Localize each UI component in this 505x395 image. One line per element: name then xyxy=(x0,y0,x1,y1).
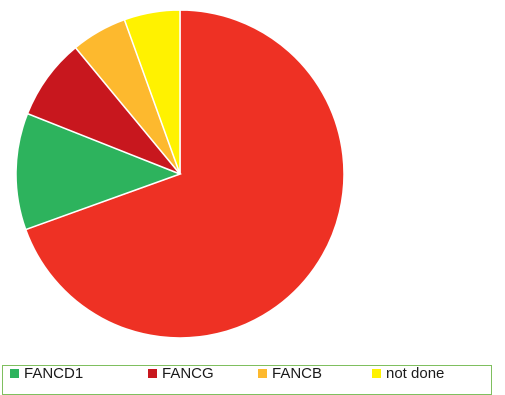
pie-slice-unlabeled-0 xyxy=(24,9,345,339)
legend-item-fancg: FANCG xyxy=(148,366,214,384)
legend-label-fancb: FANCB xyxy=(272,365,323,382)
legend-label-not-done: not done xyxy=(386,365,445,382)
pie-chart xyxy=(15,9,345,339)
legend-label-fancg: FANCG xyxy=(162,365,214,382)
pie-slice-not-done-4 xyxy=(123,9,181,175)
legend-item-fancb: FANCB xyxy=(258,366,322,384)
legend-item-not-done: not done xyxy=(372,366,444,384)
legend-item-fancd1: FANCD1 xyxy=(10,366,83,384)
legend-swatch-fancd1 xyxy=(10,369,19,378)
legend-swatch-not-done xyxy=(372,369,381,378)
legend-swatch-fancb xyxy=(258,369,267,378)
pie-slice-fancd1-1 xyxy=(15,112,183,231)
pie-slices xyxy=(15,9,345,339)
legend-label-fancd1: FANCD1 xyxy=(24,365,84,382)
legend-swatch-fancg xyxy=(148,369,157,378)
